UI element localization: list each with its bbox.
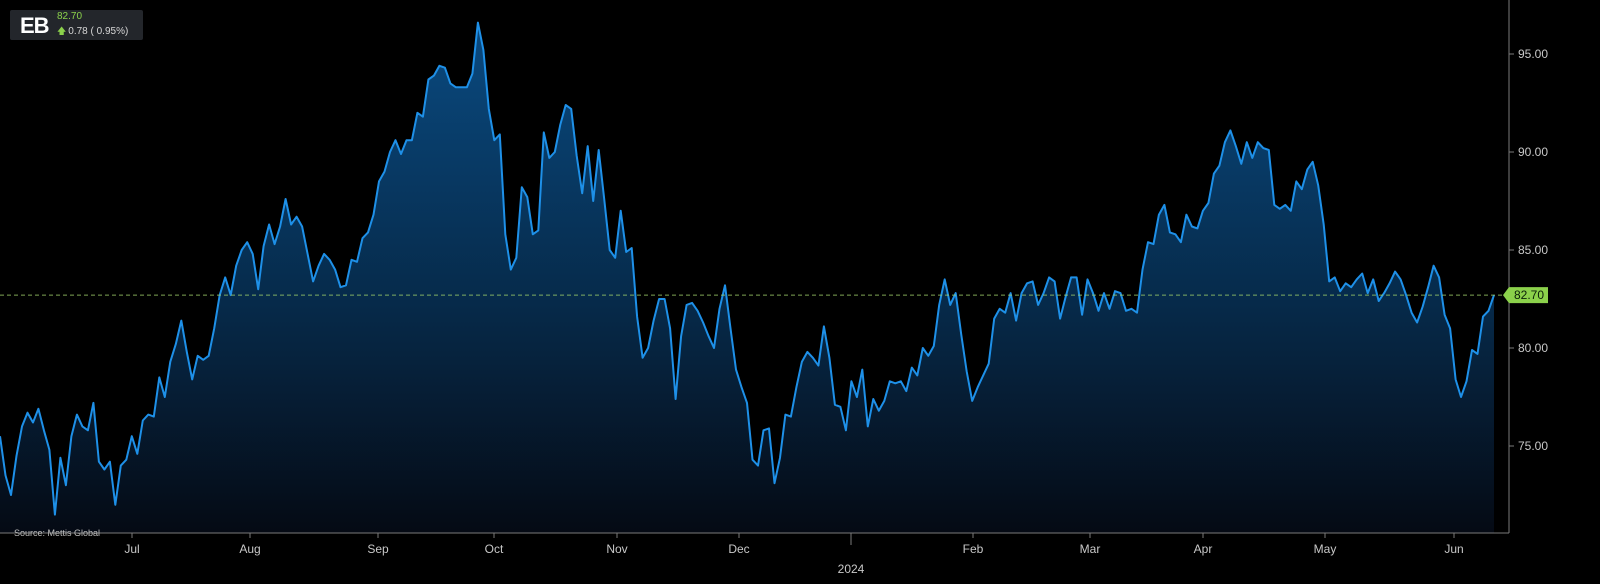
x-tick-label: Jun <box>1444 542 1463 556</box>
ticker-change-pct: ( 0.95%) <box>90 26 129 37</box>
x-tick-label: Mar <box>1080 542 1101 556</box>
x-tick-label: Sep <box>367 542 389 556</box>
ticker-change-line: 🡅 0.78 ( 0.95%) <box>57 24 128 40</box>
y-tick-label: 90.00 <box>1518 145 1548 159</box>
x-tick-label: Dec <box>728 542 749 556</box>
x-tick-label: Jul <box>124 542 139 556</box>
x-tick-label: Aug <box>239 542 260 556</box>
x-tick-label: Oct <box>485 542 504 556</box>
source-note: Source: Mettis Global <box>14 528 101 538</box>
last-price-tag: 82.70 <box>1503 287 1548 304</box>
ticker-symbol: EB <box>20 13 50 38</box>
x-tick-label: 2024 <box>838 562 865 576</box>
ticker-change: 0.78 <box>68 26 88 37</box>
up-arrow-icon: 🡅 <box>57 26 67 36</box>
y-tick-label: 85.00 <box>1518 243 1548 257</box>
ticker-price: 82.70 <box>57 11 83 22</box>
last-price-tag-shape <box>1503 287 1548 304</box>
price-area <box>0 22 1494 533</box>
y-tick-label: 75.00 <box>1518 439 1548 453</box>
y-tick-label: 95.00 <box>1518 47 1548 61</box>
price-line <box>0 21 1495 516</box>
last-price-tag-label: 82.70 <box>1514 288 1544 302</box>
x-tick-label: Feb <box>963 542 984 556</box>
x-tick-label: Apr <box>1194 542 1213 556</box>
x-tick-label: Nov <box>606 542 627 556</box>
ticker-quote-box: EB 82.70 🡅 0.78 ( 0.95%) <box>10 10 143 40</box>
x-tick-label: May <box>1314 542 1337 556</box>
y-tick-label: 80.00 <box>1518 341 1548 355</box>
